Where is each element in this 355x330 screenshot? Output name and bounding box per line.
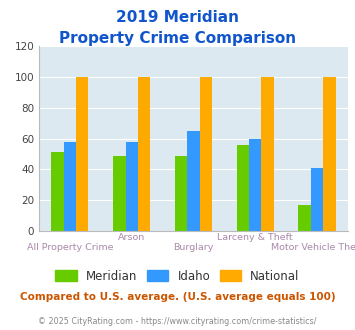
Bar (138, 77, 150, 231)
Bar (187, 131, 200, 231)
Bar (323, 77, 335, 231)
Bar (64, 142, 76, 231)
Text: © 2025 CityRating.com - https://www.cityrating.com/crime-statistics/: © 2025 CityRating.com - https://www.city… (38, 317, 317, 326)
Bar (261, 77, 274, 231)
Text: All Property Crime: All Property Crime (27, 243, 113, 251)
Bar (311, 168, 323, 231)
Bar (51, 152, 64, 231)
Bar (299, 205, 311, 231)
Text: Motor Vehicle Theft: Motor Vehicle Theft (271, 243, 355, 251)
Text: Arson: Arson (118, 233, 145, 242)
Text: Burglary: Burglary (173, 243, 214, 251)
Text: 2019 Meridian: 2019 Meridian (116, 10, 239, 25)
Bar (76, 77, 88, 231)
Legend: Meridian, Idaho, National: Meridian, Idaho, National (50, 265, 305, 287)
Text: Property Crime Comparison: Property Crime Comparison (59, 31, 296, 46)
Bar (113, 155, 126, 231)
Bar (249, 139, 261, 231)
Bar (175, 155, 187, 231)
Bar (126, 142, 138, 231)
Bar (200, 77, 212, 231)
Text: Compared to U.S. average. (U.S. average equals 100): Compared to U.S. average. (U.S. average … (20, 292, 335, 302)
Text: Larceny & Theft: Larceny & Theft (217, 233, 293, 242)
Bar (237, 145, 249, 231)
